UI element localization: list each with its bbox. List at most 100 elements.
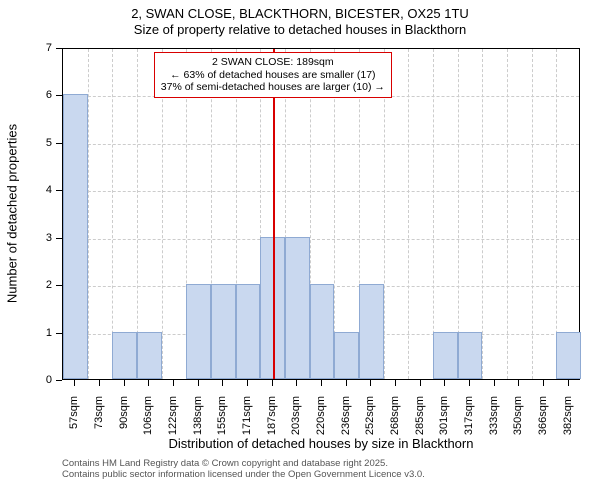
x-tick [469, 380, 470, 386]
x-tick-label: 73sqm [93, 396, 105, 444]
y-tick-label: 2 [34, 279, 52, 291]
x-tick-label: 138sqm [192, 396, 204, 444]
x-tick [74, 380, 75, 386]
x-tick [444, 380, 445, 386]
x-tick-label: 187sqm [266, 396, 278, 444]
x-tick [222, 380, 223, 386]
y-tick-label: 0 [34, 374, 52, 386]
marker-line [273, 49, 275, 379]
plot-area [62, 48, 580, 380]
x-tick [99, 380, 100, 386]
grid-line-v [532, 49, 533, 379]
x-tick-label: 317sqm [463, 396, 475, 444]
x-tick-label: 268sqm [389, 396, 401, 444]
y-tick [56, 238, 62, 239]
grid-line-v [112, 49, 113, 379]
x-tick-label: 90sqm [118, 396, 130, 444]
grid-line-v [408, 49, 409, 379]
histogram-bar [236, 284, 261, 379]
y-axis-title: Number of detached properties [5, 114, 20, 314]
x-tick-label: 285sqm [414, 396, 426, 444]
x-tick [296, 380, 297, 386]
histogram-bar [433, 332, 458, 379]
y-tick [56, 95, 62, 96]
grid-line-v [458, 49, 459, 379]
x-tick-label: 155sqm [216, 396, 228, 444]
x-tick [395, 380, 396, 386]
y-tick-label: 6 [34, 89, 52, 101]
grid-line-v [433, 49, 434, 379]
title-line-2: Size of property relative to detached ho… [0, 22, 600, 38]
y-tick [56, 333, 62, 334]
x-tick [124, 380, 125, 386]
annotation-line: ← 63% of detached houses are smaller (17… [161, 69, 385, 82]
grid-line-v [162, 49, 163, 379]
x-tick-label: 203sqm [290, 396, 302, 444]
x-tick-label: 350sqm [512, 396, 524, 444]
histogram-bar [310, 284, 335, 379]
x-tick [420, 380, 421, 386]
x-tick-label: 220sqm [315, 396, 327, 444]
x-tick [494, 380, 495, 386]
histogram-bar [359, 284, 384, 379]
chart-container: 2, SWAN CLOSE, BLACKTHORN, BICESTER, OX2… [0, 0, 600, 500]
annotation-line: 2 SWAN CLOSE: 189sqm [161, 56, 385, 69]
title-line-1: 2, SWAN CLOSE, BLACKTHORN, BICESTER, OX2… [0, 6, 600, 22]
x-tick [568, 380, 569, 386]
grid-line-v [482, 49, 483, 379]
x-tick [272, 380, 273, 386]
x-tick-label: 366sqm [537, 396, 549, 444]
annotation-line: 37% of semi-detached houses are larger (… [161, 81, 385, 94]
grid-line-h [63, 191, 579, 192]
x-tick [148, 380, 149, 386]
grid-line-v [334, 49, 335, 379]
annotation-box: 2 SWAN CLOSE: 189sqm← 63% of detached ho… [154, 52, 392, 98]
histogram-bar [112, 332, 137, 379]
histogram-bar [137, 332, 162, 379]
grid-line-v [556, 49, 557, 379]
x-tick [543, 380, 544, 386]
x-tick [370, 380, 371, 386]
grid-line-v [137, 49, 138, 379]
x-tick-label: 236sqm [340, 396, 352, 444]
x-tick [321, 380, 322, 386]
x-tick [346, 380, 347, 386]
x-tick [518, 380, 519, 386]
y-tick [56, 143, 62, 144]
grid-line-v [384, 49, 385, 379]
y-tick [56, 380, 62, 381]
grid-line-v [507, 49, 508, 379]
y-tick-label: 5 [34, 137, 52, 149]
footer-line-2: Contains public sector information licen… [62, 469, 425, 480]
grid-line-h [63, 239, 579, 240]
histogram-bar [285, 237, 310, 379]
x-tick-label: 252sqm [364, 396, 376, 444]
footer-line-1: Contains HM Land Registry data © Crown c… [62, 458, 425, 469]
y-tick-label: 1 [34, 327, 52, 339]
x-tick-label: 333sqm [488, 396, 500, 444]
x-tick-label: 301sqm [438, 396, 450, 444]
y-tick-label: 3 [34, 232, 52, 244]
x-tick [198, 380, 199, 386]
x-tick [247, 380, 248, 386]
y-tick [56, 285, 62, 286]
x-tick-label: 57sqm [68, 396, 80, 444]
x-tick [173, 380, 174, 386]
histogram-bar [186, 284, 211, 379]
title-block: 2, SWAN CLOSE, BLACKTHORN, BICESTER, OX2… [0, 6, 600, 39]
histogram-bar [63, 94, 88, 379]
histogram-bar [211, 284, 236, 379]
x-tick-label: 382sqm [562, 396, 574, 444]
y-tick [56, 48, 62, 49]
x-tick-label: 122sqm [167, 396, 179, 444]
x-tick-label: 171sqm [241, 396, 253, 444]
histogram-bar [458, 332, 483, 379]
y-tick-label: 7 [34, 42, 52, 54]
grid-line-h [63, 144, 579, 145]
histogram-bar [556, 332, 581, 379]
grid-line-v [88, 49, 89, 379]
y-tick [56, 190, 62, 191]
footer-credits: Contains HM Land Registry data © Crown c… [62, 458, 425, 481]
x-tick-label: 106sqm [142, 396, 154, 444]
y-tick-label: 4 [34, 184, 52, 196]
